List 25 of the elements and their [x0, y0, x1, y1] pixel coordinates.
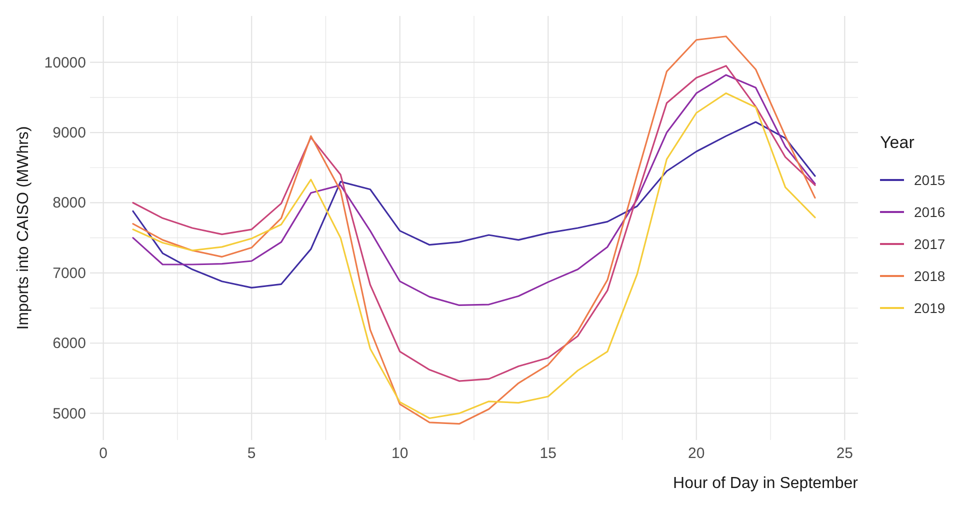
x-tick-label: 25 [836, 445, 853, 462]
legend-label: 2015 [914, 172, 946, 188]
y-tick-label: 9000 [52, 124, 86, 142]
line-series [132, 121, 816, 288]
line-series [132, 36, 816, 425]
y-tick-label: 6000 [52, 335, 86, 352]
x-tick-label: 5 [247, 445, 256, 462]
y-tick-label: 10000 [44, 54, 86, 72]
legend-title: Year [880, 133, 915, 152]
line-series [132, 92, 816, 420]
x-tick-label: 10 [392, 445, 408, 462]
line-series [132, 65, 816, 382]
y-axis-title: Imports into CAISO (MWhrs) [15, 126, 32, 330]
legend-label: 2017 [914, 236, 946, 252]
legend-label: 2016 [914, 204, 946, 220]
y-tick-label: 5000 [52, 405, 86, 422]
x-tick-label: 0 [99, 445, 108, 462]
legend-label: 2018 [914, 268, 946, 284]
x-tick-label: 15 [540, 445, 556, 462]
line-series [132, 74, 816, 306]
x-tick-label: 20 [688, 445, 705, 462]
x-axis-title: Hour of Day in September [673, 475, 859, 492]
y-tick-label: 8000 [52, 194, 86, 212]
y-tick-label: 7000 [52, 264, 86, 282]
legend-label: 2019 [914, 300, 946, 316]
